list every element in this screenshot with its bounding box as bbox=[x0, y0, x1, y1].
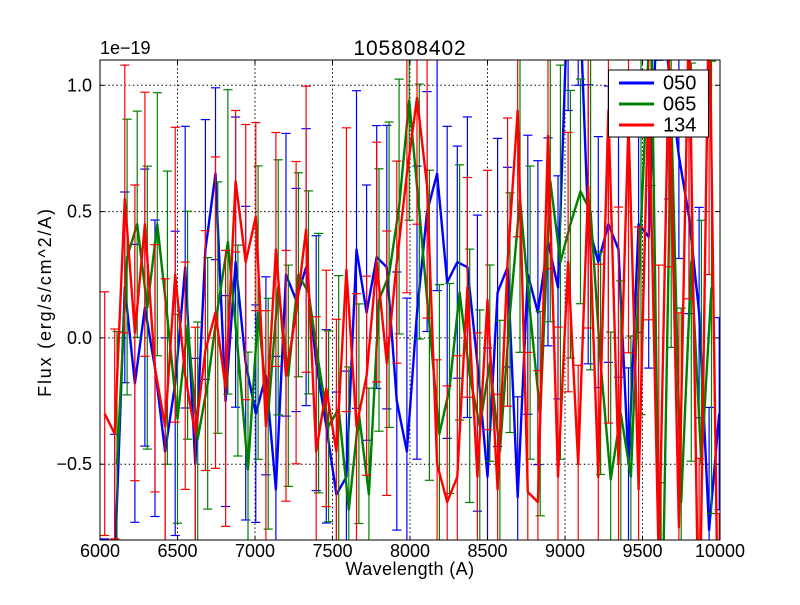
svg-text:0.5: 0.5 bbox=[67, 202, 92, 222]
svg-text:7500: 7500 bbox=[312, 541, 352, 561]
svg-text:065: 065 bbox=[663, 94, 696, 116]
svg-text:8000: 8000 bbox=[390, 541, 430, 561]
svg-text:8500: 8500 bbox=[467, 541, 507, 561]
svg-text:1.0: 1.0 bbox=[67, 75, 92, 95]
svg-text:6000: 6000 bbox=[80, 541, 120, 561]
svg-text:050: 050 bbox=[663, 73, 696, 95]
svg-text:9000: 9000 bbox=[545, 541, 585, 561]
svg-text:−0.5: −0.5 bbox=[56, 454, 92, 474]
svg-text:1e−19: 1e−19 bbox=[100, 38, 151, 58]
svg-text:7000: 7000 bbox=[235, 541, 275, 561]
svg-text:6500: 6500 bbox=[157, 541, 197, 561]
svg-text:Wavelength (A): Wavelength (A) bbox=[346, 559, 475, 579]
svg-text:10000: 10000 bbox=[695, 541, 745, 561]
svg-text:0.0: 0.0 bbox=[67, 328, 92, 348]
svg-text:134: 134 bbox=[663, 115, 696, 137]
svg-text:105808402: 105808402 bbox=[353, 37, 466, 60]
svg-text:9500: 9500 bbox=[622, 541, 662, 561]
svg-text:Flux (erg/s/cm^2/A): Flux (erg/s/cm^2/A) bbox=[35, 207, 55, 397]
